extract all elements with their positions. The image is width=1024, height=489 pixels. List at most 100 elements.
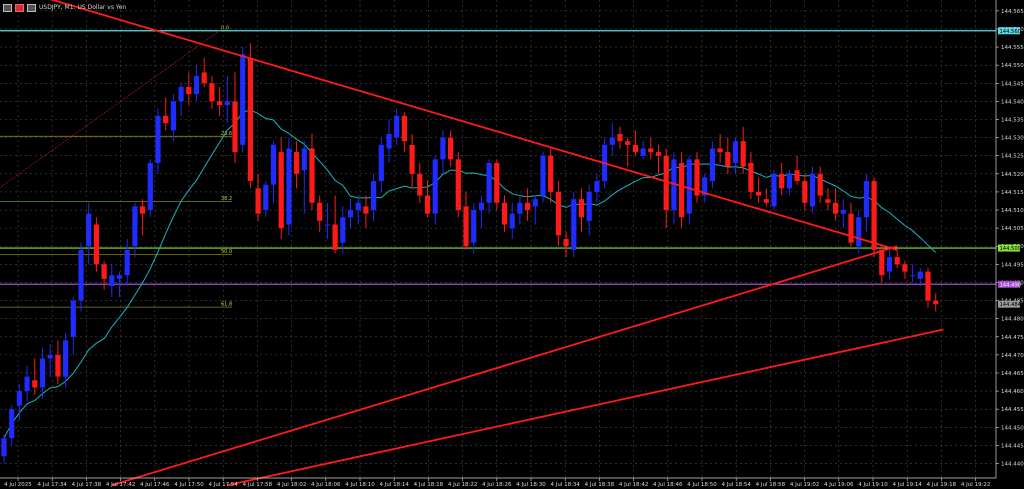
candle-bull: [371, 173, 377, 221]
horizontal-levels[interactable]: [0, 30, 996, 285]
candle-bear: [694, 152, 700, 203]
candle-body: [247, 57, 253, 182]
candles: [1, 43, 939, 464]
candle-body: [324, 224, 330, 226]
candle-bear: [817, 166, 823, 203]
candle-body: [224, 101, 230, 106]
candle-body: [155, 115, 161, 163]
chart-type-icon[interactable]: [15, 4, 24, 12]
candle-body: [517, 202, 523, 214]
y-tick-label: 144.555: [1001, 45, 1024, 51]
candle-body: [494, 162, 500, 203]
time-axis[interactable]: 4 Jul 2025 4 Jul 17:34 4 Jul 17:38 4 Jul 17…: [0, 477, 996, 488]
x-tick-label: 4 Jul 18:46: [653, 482, 683, 488]
candle-bull: [270, 141, 277, 203]
price-tags: 144.560 144.500 144.490 144.484: [998, 27, 1022, 308]
candle-body: [617, 133, 623, 142]
y-tick-label: 144.520: [1001, 172, 1024, 178]
candle-bear: [247, 43, 253, 189]
candle-bull: [432, 155, 438, 225]
price-axis[interactable]: 144.440 144.445 144.450 144.455 144.460 144.4…: [995, 0, 1024, 478]
candle-body: [448, 137, 454, 160]
candle-bull: [9, 405, 15, 446]
chart-window-icon[interactable]: [3, 4, 12, 12]
candle-body: [378, 144, 384, 182]
fib-diagonal[interactable]: [0, 30, 220, 190]
candle-bull: [155, 108, 161, 174]
candle-bull: [809, 166, 816, 214]
candle-body: [47, 354, 53, 359]
candle-body: [779, 173, 785, 189]
candle-bull: [240, 47, 246, 153]
trendlines[interactable]: [0, 0, 944, 487]
price-tag-label: 144.500: [1000, 246, 1021, 252]
candle-bull: [771, 170, 777, 211]
candle-bear: [763, 188, 769, 207]
candle-body: [1, 438, 7, 457]
x-tick-label: 4 Jul 17:34: [37, 482, 67, 488]
candle-body: [440, 137, 446, 160]
price-tag-box: [998, 244, 1020, 252]
candle-bull: [886, 249, 893, 279]
chart-settings-icon[interactable]: [27, 4, 36, 12]
candle-bull: [571, 191, 577, 258]
x-tick-label: 4 Jul 18:42: [619, 482, 648, 488]
candle-body: [186, 86, 192, 95]
y-tick-label: 144.495: [1001, 262, 1024, 268]
candle-bear: [679, 152, 685, 229]
candle-body: [786, 173, 792, 189]
candle-bear: [748, 152, 754, 200]
candle-bear: [717, 133, 723, 163]
candle-bear: [332, 195, 338, 254]
x-tick-label: 4 Jul 18:18: [414, 482, 444, 488]
price-tag-box: [998, 27, 1020, 35]
y-tick-label: 144.460: [1001, 389, 1024, 395]
candle-body: [848, 213, 854, 243]
candle-body: [263, 184, 269, 211]
x-tick-label: 4 Jul 17:58: [243, 482, 273, 488]
rising-trendline-upper[interactable]: [111, 245, 898, 487]
candle-bear: [209, 76, 215, 109]
candle-body: [132, 206, 138, 247]
candle-bull: [640, 141, 646, 160]
y-tick-label: 144.475: [1001, 335, 1024, 341]
candle-bull: [24, 365, 30, 402]
fib-level-label: 23.6: [221, 131, 232, 137]
candle-bull: [86, 202, 92, 265]
candle-body: [193, 76, 200, 95]
candle-body: [640, 148, 646, 156]
candle-body: [825, 199, 831, 203]
candle-body: [355, 202, 361, 211]
candle-body: [63, 340, 69, 377]
candle-bear: [802, 173, 808, 211]
candle-bull: [910, 264, 916, 283]
candle-bull: [686, 155, 692, 225]
candle-bull: [586, 184, 592, 236]
candle-body: [301, 148, 307, 171]
candle-bull: [63, 333, 69, 388]
descending-trendline[interactable]: [4, 0, 898, 251]
rising-trendline-lower[interactable]: [227, 328, 944, 487]
candle-body: [455, 159, 461, 211]
candle-body: [609, 137, 615, 145]
candle-body: [371, 181, 377, 211]
y-tick-label: 144.565: [1001, 9, 1024, 15]
candle-body: [694, 159, 700, 196]
candle-bull: [116, 271, 123, 297]
chart-header: USDJPY, M1: US Dollar vs Yen: [3, 2, 126, 14]
candle-body: [563, 239, 569, 247]
candle-bull: [386, 119, 392, 163]
candle-bear: [494, 159, 500, 211]
candle-body: [894, 257, 900, 265]
candle-body: [555, 191, 561, 236]
candle-body: [871, 181, 877, 250]
x-tick-label: 4 Jul 19:02: [790, 482, 819, 488]
y-tick-label: 144.505: [1001, 226, 1024, 232]
candle-bear: [424, 181, 431, 218]
candle-bear: [555, 181, 561, 247]
candle-bull: [594, 173, 600, 203]
candle-body: [902, 264, 908, 272]
candle-body: [717, 148, 723, 153]
